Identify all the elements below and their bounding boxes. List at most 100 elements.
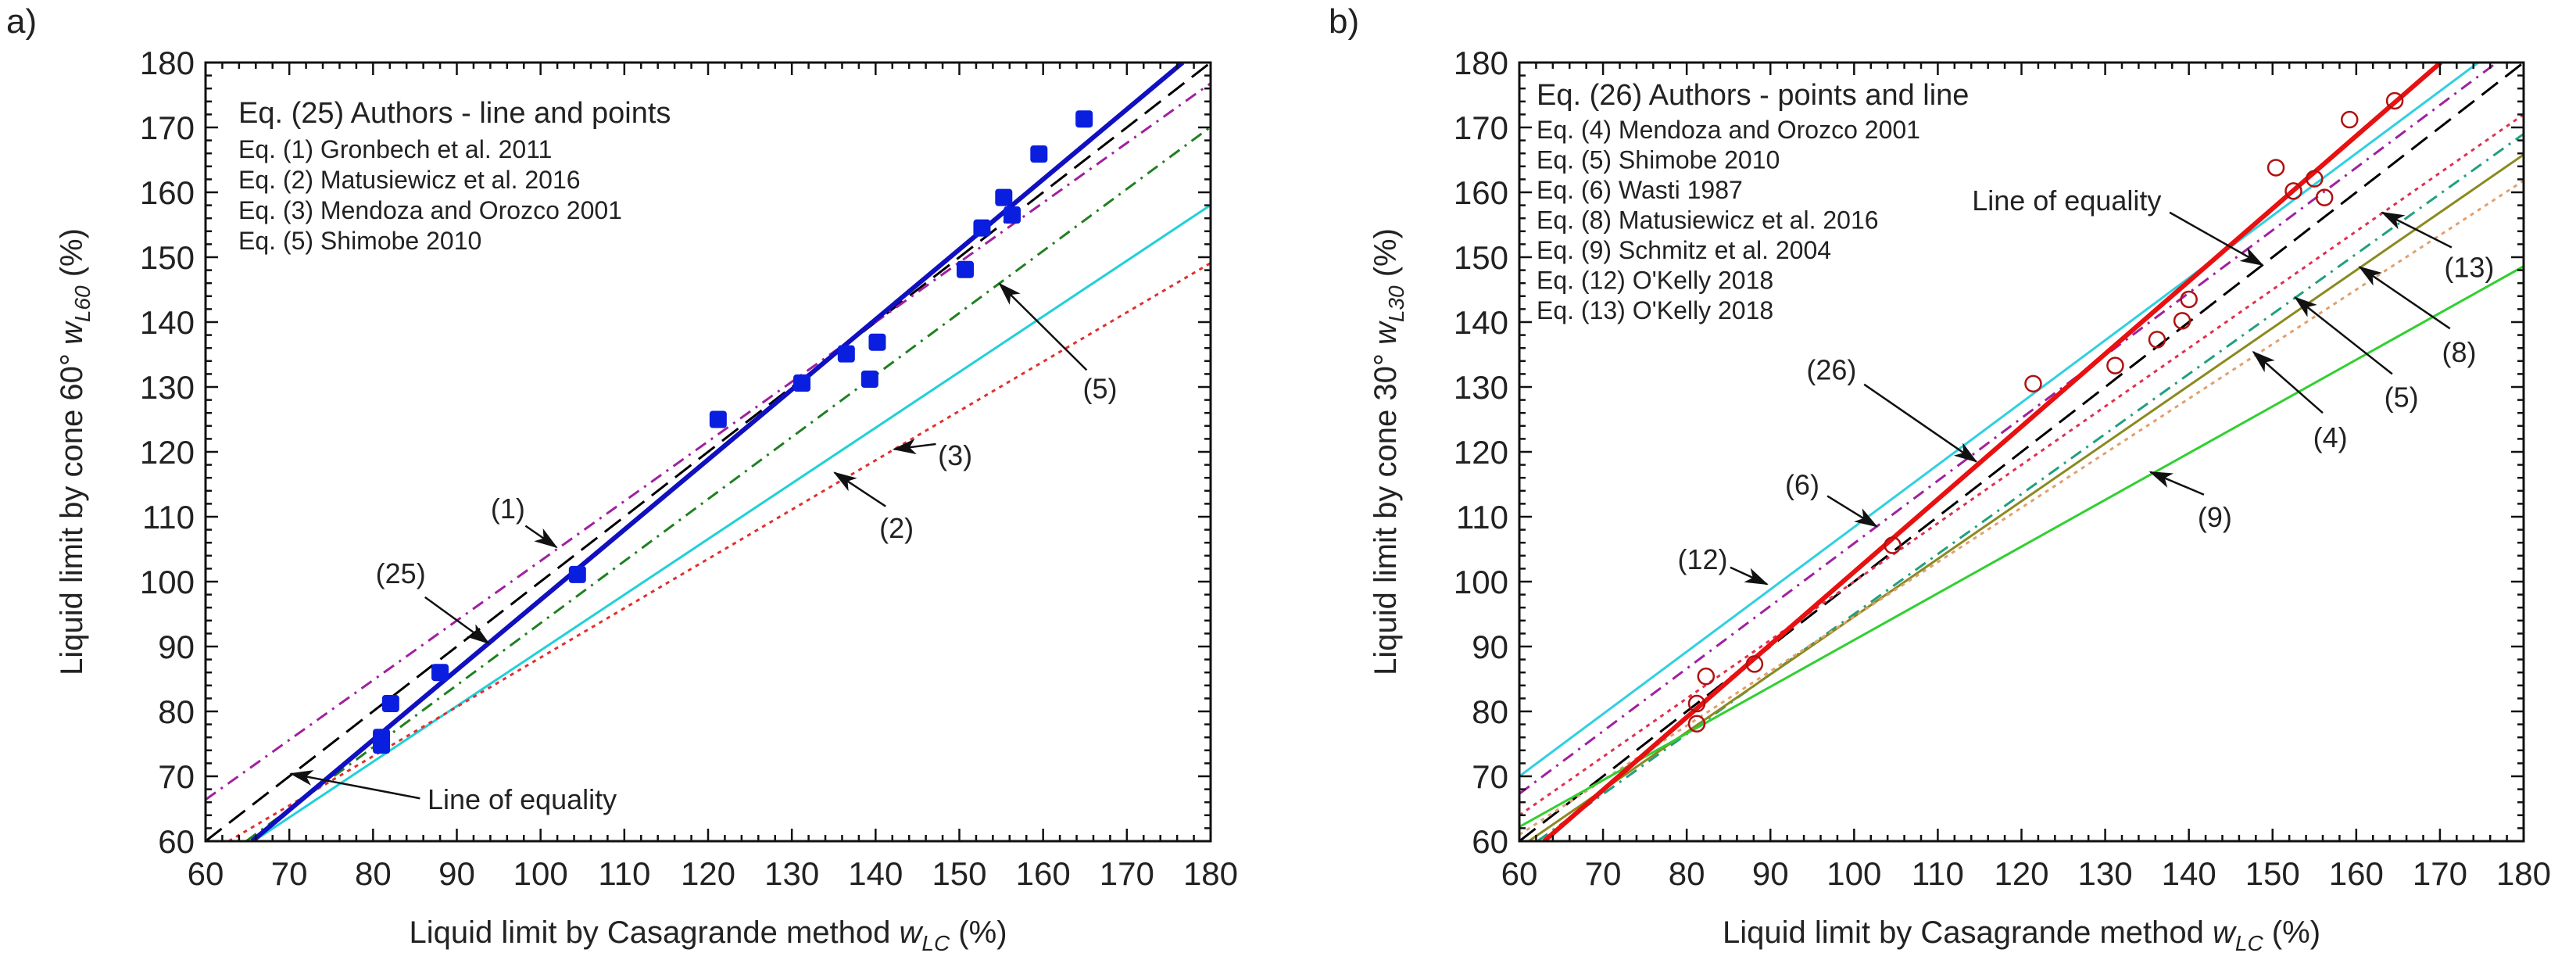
x-axis-title: Liquid limit by Casagrande method wLC (%…	[409, 915, 1007, 955]
data-point	[2173, 312, 2191, 330]
data-point	[2315, 188, 2334, 206]
x-tick-label: 70	[271, 855, 308, 892]
y-tick-label: 180	[140, 45, 195, 81]
axis-symbol: w	[2213, 915, 2238, 950]
data-point	[1745, 655, 1764, 673]
axis-subscript: LC	[2235, 931, 2264, 955]
data-points	[1687, 91, 2404, 733]
annotations: (1) (25) Line of equality (2) (3) (5)	[289, 282, 1118, 815]
chart-panel-b: b) 60 70 80 90 100 110 120 130 140 150 160 170 180 60 7…	[1329, 2, 2551, 955]
x-tick-label: 120	[1994, 855, 2048, 892]
data-point	[568, 565, 586, 583]
x-tick-label: 90	[1752, 855, 1789, 892]
x-tick-label: 100	[1826, 855, 1881, 892]
axis-unit: (%)	[55, 228, 89, 285]
series-line-eq-4	[1519, 179, 2524, 836]
legend-item: Eq. (4) Mendoza and Orozco 2001	[1537, 116, 1920, 144]
data-point	[381, 695, 399, 713]
y-tick-label: 120	[1454, 434, 1508, 471]
annotation-arrow	[2169, 211, 2264, 267]
x-tick-label: 60	[1501, 855, 1538, 892]
legend-item: Eq. (5) Shimobe 2010	[238, 227, 481, 255]
y-tick-label: 110	[1456, 499, 1508, 536]
series-line-eq-6	[1519, 63, 2498, 795]
x-tick-label: 110	[598, 855, 650, 892]
y-tick-label: 130	[140, 369, 195, 406]
legend-item: Eq. (13) O'Kelly 2018	[1537, 296, 1773, 324]
x-tick-label: 120	[681, 855, 735, 892]
series-lines	[206, 63, 1211, 841]
series-line-eq-12	[1519, 63, 2479, 778]
annotation-label: (25)	[376, 557, 426, 589]
axis-unit: (%)	[950, 915, 1007, 950]
legend-title: Eq. (26) Authors - points and line	[1537, 79, 1969, 112]
x-tick-label: 180	[2496, 855, 2551, 892]
data-points	[373, 110, 1093, 754]
data-point	[1004, 206, 1021, 224]
annotation-arrow	[2381, 211, 2453, 249]
annotation-label: Line of equality	[1972, 184, 2161, 217]
y-tick-label: 70	[158, 758, 195, 795]
legend-item: Eq. (1) Gronbech et al. 2011	[238, 135, 552, 163]
y-tick-label: 80	[1472, 693, 1508, 730]
axis-symbol: w	[1368, 320, 1403, 345]
data-point	[709, 410, 727, 428]
annotation-arrow	[424, 596, 490, 645]
y-tick-label: 100	[1454, 564, 1508, 600]
data-point	[2385, 91, 2404, 110]
annotation-arrow	[2148, 471, 2205, 496]
data-point	[957, 260, 975, 278]
data-point	[2180, 290, 2198, 309]
y-tick-label: 150	[140, 239, 195, 276]
legend-item: Eq. (9) Schmitz et al. 2004	[1537, 236, 1831, 264]
series-line-eq-25	[250, 63, 1185, 841]
annotation-arrow	[2252, 350, 2324, 414]
y-tick-label: 60	[158, 823, 195, 860]
data-point	[1030, 145, 1048, 163]
annotation-arrow	[833, 471, 886, 507]
x-axis-title: Liquid limit by Casagrande method wLC (%…	[1723, 915, 2320, 955]
data-point	[2306, 170, 2324, 188]
y-tick-label: 110	[142, 499, 195, 536]
x-tick-label: 160	[1016, 855, 1071, 892]
annotation-arrow	[892, 439, 936, 455]
y-tick-label: 100	[140, 564, 195, 600]
x-tick-label: 150	[2245, 855, 2300, 892]
x-tick-label: 150	[932, 855, 986, 892]
data-point	[2148, 331, 2166, 349]
axis-subscript: L30	[1384, 285, 1408, 322]
annotation-label: (5)	[2385, 381, 2419, 413]
axis-title-text: Liquid limit by cone 60°	[55, 345, 89, 675]
y-tick-label: 140	[140, 304, 195, 341]
series-line-eq-13	[1519, 113, 2524, 817]
panel-label: a)	[6, 2, 37, 41]
data-point	[837, 345, 855, 363]
data-point	[431, 664, 449, 682]
panel-label: b)	[1329, 2, 1359, 41]
y-tick-label: 90	[1472, 629, 1508, 665]
axis-title-text: Liquid limit by Casagrande method	[409, 915, 899, 950]
axis-title-text: Liquid limit by cone 30°	[1368, 345, 1403, 675]
data-point	[2267, 159, 2285, 177]
y-tick-label: 130	[1454, 369, 1508, 406]
x-tick-label: 160	[2329, 855, 2384, 892]
axis-symbol: w	[55, 320, 89, 345]
chart-panel-a: a) 60 70 80 90 100 110 120 130 140 150 160 170 180 60 7…	[6, 2, 1238, 955]
annotation-label: (6)	[1785, 469, 1819, 501]
axis-ticks	[204, 61, 1212, 843]
data-point	[373, 736, 391, 754]
x-tick-label: 80	[355, 855, 392, 892]
annotation-arrow	[998, 282, 1088, 371]
series-line-eq-9	[1519, 265, 2524, 829]
y-tick-label: 80	[158, 693, 195, 730]
series-line-eq-5	[245, 126, 1211, 841]
axis-subscript: LC	[921, 931, 950, 955]
annotations: Line of equality (26) (6) (12) (9) (4) (5) (8) (…	[1677, 184, 2494, 586]
legend-item: Eq. (3) Mendoza and Orozco 2001	[238, 196, 622, 224]
data-point	[2284, 182, 2302, 200]
x-tick-label: 130	[2078, 855, 2133, 892]
axis-unit: (%)	[1368, 228, 1403, 285]
annotation-label: Line of equality	[428, 783, 617, 815]
y-tick-label: 140	[1454, 304, 1508, 341]
